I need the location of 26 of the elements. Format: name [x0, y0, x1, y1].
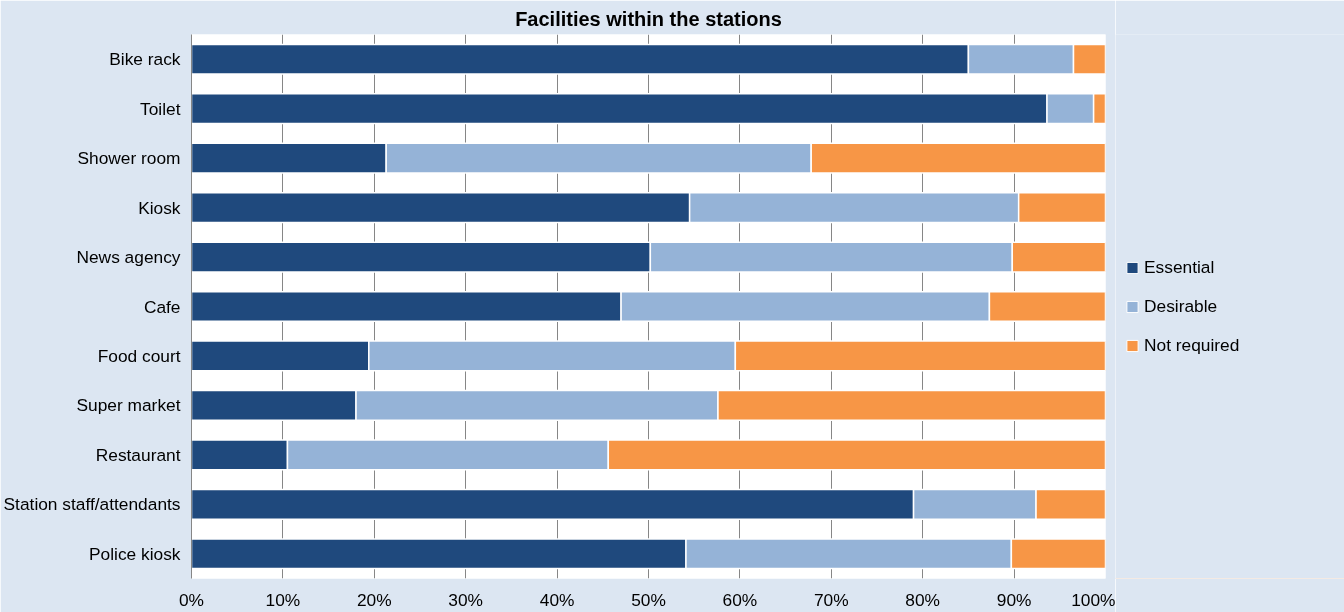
y-tick-label: Police kiosk	[89, 543, 181, 564]
y-tick-label: Super market	[76, 395, 181, 416]
x-tick-label: 50%	[631, 589, 666, 610]
y-tick-label: Bike rack	[109, 49, 181, 70]
x-tick-label: 80%	[905, 589, 941, 610]
x-tick-label: 30%	[448, 589, 484, 610]
x-tick-label: 20%	[356, 589, 392, 610]
y-tick-label: News agency	[76, 247, 181, 268]
y-tick-label: Station staff/attendants	[3, 494, 181, 515]
y-tick-label: Food court	[97, 345, 181, 366]
y-tick-label: Kiosk	[138, 197, 181, 218]
x-tick-label: 10%	[265, 589, 301, 610]
legend-label: Desirable	[1144, 295, 1218, 317]
x-tick-label: 70%	[813, 589, 849, 610]
legend-label: Not required	[1144, 334, 1240, 356]
legend-label: Essential	[1144, 256, 1215, 278]
y-tick-label: Restaurant	[95, 444, 181, 465]
x-tick-label: 60%	[722, 589, 758, 610]
x-tick-label: 40%	[539, 589, 575, 610]
x-tick-label: 90%	[996, 589, 1032, 610]
y-tick-label: Toilet	[140, 98, 181, 119]
x-tick-label: 0%	[178, 589, 205, 610]
x-tick-label: 100%	[1071, 589, 1116, 610]
y-tick-label: Shower room	[77, 148, 181, 169]
y-tick-label: Cafe	[143, 296, 181, 317]
chart-title: Facilities within the stations	[515, 7, 782, 30]
